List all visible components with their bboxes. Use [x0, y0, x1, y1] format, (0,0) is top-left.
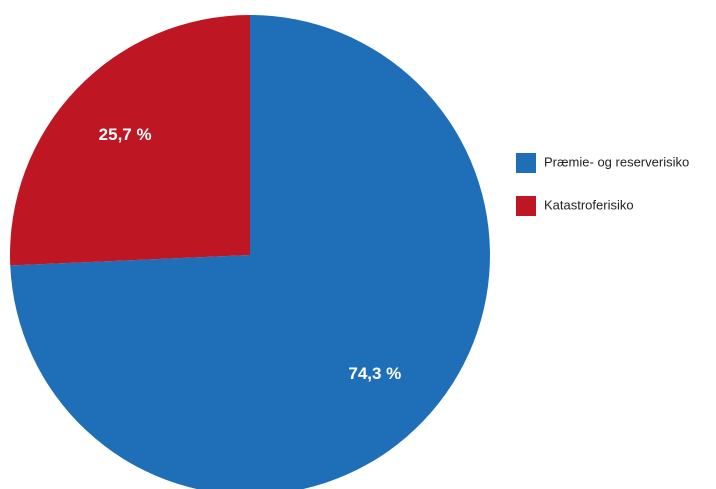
legend-label-katastroferisiko: Katastroferisiko	[544, 197, 634, 212]
legend: Præmie- og reserverisiko Katastroferisiko	[516, 153, 689, 216]
legend-item-praemie-og-reserverisiko: Præmie- og reserverisiko	[516, 153, 689, 173]
legend-label-praemie-og-reserverisiko: Præmie- og reserverisiko	[544, 154, 689, 169]
legend-swatch-praemie-og-reserverisiko	[516, 153, 536, 173]
pie-slices	[10, 15, 490, 489]
slice-value-label-praemie-og-reserverisiko: 74,3 %	[348, 364, 401, 383]
slice-value-label-katastroferisiko: 25,7 %	[99, 125, 152, 144]
pie-slice-labels: 74,3 % 25,7 %	[99, 125, 402, 383]
legend-swatch-katastroferisiko	[516, 196, 536, 216]
legend-item-katastroferisiko: Katastroferisiko	[516, 196, 634, 216]
pie-slice-katastroferisiko	[10, 15, 251, 266]
pie-slice-praemie-og-reserverisiko	[10, 15, 490, 489]
